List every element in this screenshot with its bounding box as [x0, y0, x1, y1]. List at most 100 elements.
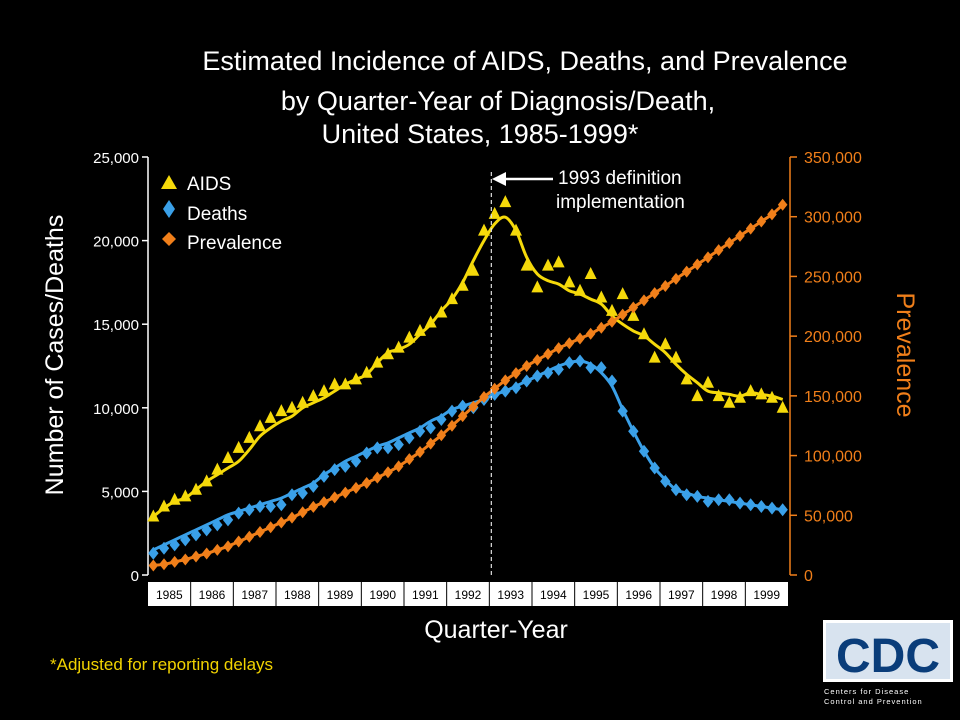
x-axis-label: Quarter-Year — [424, 616, 568, 644]
aids-point — [574, 283, 586, 296]
prevalence-point — [457, 410, 468, 423]
aids-point — [392, 340, 405, 353]
deaths-point — [457, 399, 468, 413]
prevalence-point — [468, 400, 479, 413]
x-tick-label: 1985 — [156, 588, 183, 602]
aids-point — [648, 350, 661, 363]
left-tick-label: 0 — [131, 568, 139, 585]
deaths-point — [766, 501, 778, 515]
y-axis-label-right: Prevalence — [891, 292, 919, 417]
aids-point — [638, 327, 650, 340]
deaths-point — [670, 483, 682, 497]
aids-point — [627, 308, 640, 321]
deaths-point — [660, 474, 671, 488]
legend-aids-marker — [161, 175, 177, 189]
prevalence-point — [489, 382, 500, 395]
footnote: *Adjusted for reporting delays — [50, 655, 273, 674]
annotation-line2: implementation — [556, 192, 685, 213]
aids-point — [403, 330, 416, 343]
aids-point — [382, 347, 394, 360]
aids-point — [478, 223, 490, 236]
deaths-point — [404, 431, 415, 445]
aids-point — [680, 372, 693, 385]
legend-deaths-marker — [163, 200, 175, 218]
legend-aids-label: AIDS — [187, 174, 231, 195]
deaths-point — [542, 366, 554, 380]
right-tick-label: 350,000 — [804, 150, 862, 167]
right-tick-label: 50,000 — [804, 508, 853, 525]
prevalence-point — [415, 445, 425, 458]
prevalence-point — [564, 337, 575, 350]
aids-point — [179, 489, 192, 502]
aids-point — [446, 292, 458, 305]
chart-subtitle-line2: United States, 1985-1999* — [322, 119, 639, 149]
aids-point — [766, 390, 778, 403]
deaths-point — [233, 506, 244, 520]
prevalence-point — [297, 506, 308, 519]
deaths-point — [297, 486, 308, 500]
prevalence-point — [724, 236, 735, 249]
prevalence-point — [308, 500, 319, 513]
deaths-point — [713, 493, 724, 507]
aids-point — [616, 287, 629, 300]
prevalence-point — [244, 530, 255, 543]
x-axis-band: 1985 1986 1987 1988 1989 1990 1991 1992 1993 1994… — [148, 582, 788, 606]
prevalence-point — [500, 374, 511, 387]
aids-point — [755, 387, 768, 400]
aids-point — [211, 462, 224, 475]
aids-point — [243, 430, 256, 443]
right-tick-label: 300,000 — [804, 210, 862, 227]
right-axis: 0 50,000 100,000 150,000 200,000 250,000 300,0… — [789, 150, 862, 585]
x-tick-label: 1987 — [241, 588, 268, 602]
deaths-point — [745, 498, 756, 512]
prevalence-point — [479, 391, 489, 404]
aids-point — [222, 450, 234, 463]
deaths-point — [564, 356, 575, 370]
deaths-point — [702, 494, 714, 508]
prevalence-point — [585, 327, 596, 340]
aids-point — [360, 365, 373, 378]
deaths-point — [606, 374, 618, 388]
right-tick-label: 200,000 — [804, 329, 862, 346]
deaths-point — [361, 446, 372, 460]
prevalence-point — [660, 279, 671, 292]
left-axis: 0 5,000 10,000 15,000 20,000 25,000 — [93, 150, 149, 585]
deaths-point — [596, 361, 607, 375]
x-tick-label: 1988 — [284, 588, 311, 602]
prevalence-point — [767, 208, 777, 221]
deaths-point — [617, 404, 628, 418]
prevalence-point — [329, 491, 340, 504]
aids-point — [168, 492, 181, 505]
aids-point — [542, 258, 554, 271]
deaths-point — [180, 533, 191, 547]
deaths-point — [265, 499, 276, 513]
prevalence-point — [180, 553, 191, 566]
left-tick-label: 15,000 — [93, 317, 139, 334]
annotation-arrowhead — [492, 172, 506, 186]
prevalence-point — [596, 321, 607, 334]
prevalence-point — [447, 419, 457, 432]
deaths-point — [734, 496, 746, 510]
deaths-point — [276, 498, 287, 512]
prevalence-point — [265, 521, 276, 534]
deaths-point — [340, 459, 351, 473]
prevalence-point — [383, 466, 393, 479]
aids-point — [200, 474, 213, 487]
prevalence-point — [425, 437, 436, 450]
deaths-point — [222, 513, 234, 527]
annotation-line1: 1993 definition — [558, 168, 682, 189]
prevalence-point — [148, 559, 159, 572]
aids-point — [744, 384, 757, 397]
aids-point — [723, 395, 736, 408]
left-tick-label: 10,000 — [93, 401, 139, 418]
prevalence-point — [756, 215, 767, 228]
deaths-point — [148, 546, 159, 560]
deaths-point — [414, 424, 426, 438]
aids-point — [286, 400, 298, 413]
prevalence-point — [617, 308, 628, 321]
aids-point — [659, 337, 672, 350]
aids-point — [563, 275, 576, 288]
deaths-point — [628, 424, 639, 438]
deaths-trend-line — [152, 359, 783, 552]
